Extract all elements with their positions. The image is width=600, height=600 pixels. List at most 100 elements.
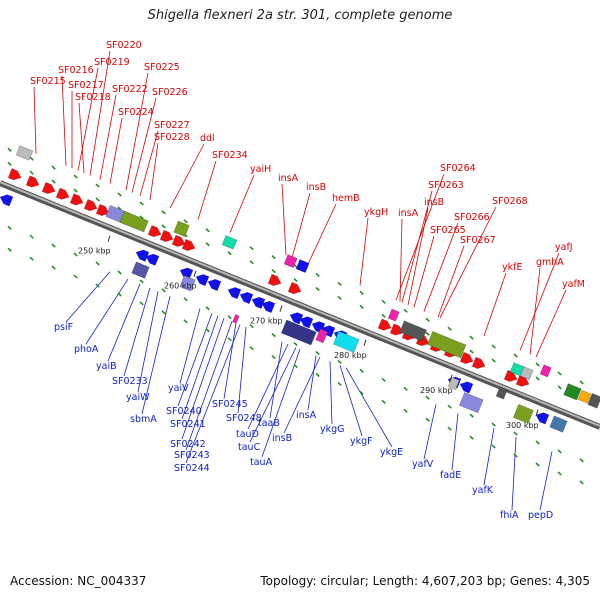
gene-box bbox=[173, 220, 190, 238]
gene-box bbox=[387, 308, 400, 322]
track-dot bbox=[29, 170, 34, 175]
top-gene-label: SF0218 bbox=[75, 92, 111, 103]
top-gene-label: gmhA bbox=[536, 257, 564, 268]
top-gene-label: SF0263 bbox=[428, 180, 464, 191]
forward-gene-arrow bbox=[69, 193, 84, 206]
track-dot bbox=[469, 349, 474, 354]
track-dot bbox=[491, 344, 496, 349]
track-dot bbox=[95, 261, 100, 266]
gene-box bbox=[283, 254, 298, 269]
track-dot bbox=[271, 355, 276, 360]
bottom-gene-label: SF0241 bbox=[170, 419, 206, 430]
track-dot bbox=[205, 328, 210, 333]
accession-text: Accession: NC_004337 bbox=[10, 574, 147, 588]
track-dot bbox=[205, 306, 210, 311]
bottom-label-leader bbox=[179, 308, 201, 384]
scale-tick-label: 260 kbp bbox=[164, 282, 197, 291]
bottom-gene-label: yaiB bbox=[96, 361, 117, 372]
bottom-label-leader bbox=[283, 356, 321, 434]
reverse-gene-arrow bbox=[239, 291, 254, 305]
top-gene-label: SF0268 bbox=[492, 196, 528, 207]
bottom-label-leader bbox=[185, 324, 241, 464]
scale-tick-label: 290 kbp bbox=[420, 386, 453, 395]
track-dot bbox=[359, 304, 364, 309]
bottom-label-leader bbox=[511, 436, 517, 511]
track-dot bbox=[469, 413, 474, 418]
track-dot bbox=[73, 188, 78, 193]
top-gene-label: ddl bbox=[200, 133, 215, 144]
track-dot bbox=[249, 324, 254, 329]
gene-box bbox=[512, 403, 534, 424]
track-dot bbox=[315, 272, 320, 278]
top-label-leader bbox=[439, 206, 497, 319]
bottom-label-leader bbox=[329, 361, 333, 425]
bottom-gene-label: tauC bbox=[238, 442, 261, 453]
top-label-leader bbox=[399, 218, 403, 302]
track-dot bbox=[513, 353, 518, 358]
top-label-leader bbox=[483, 272, 507, 336]
scale-tick-label: 280 kbp bbox=[334, 351, 367, 360]
top-label-leader bbox=[139, 130, 159, 197]
bottom-label-leader bbox=[65, 271, 111, 323]
reverse-gene-arrow bbox=[207, 278, 222, 292]
track-dot bbox=[315, 350, 320, 356]
top-gene-label: SF0224 bbox=[118, 107, 154, 118]
bottom-gene-label: yaiV bbox=[168, 383, 189, 394]
bottom-gene-label: fadE bbox=[440, 470, 461, 481]
gene-box bbox=[577, 389, 592, 404]
bottom-gene-label: tauA bbox=[250, 457, 273, 468]
track-dot bbox=[271, 333, 276, 338]
track-dot bbox=[535, 376, 540, 381]
bottom-label-leader bbox=[345, 367, 393, 448]
scale-tick-label: 250 kbp bbox=[78, 247, 111, 256]
forward-gene-arrow bbox=[147, 225, 162, 238]
reverse-gene-arrow bbox=[535, 412, 550, 425]
top-label-leader bbox=[99, 94, 117, 180]
track-dot bbox=[117, 192, 122, 197]
gene-box bbox=[495, 386, 508, 400]
bottom-label-leader bbox=[269, 341, 283, 419]
track-dot bbox=[359, 290, 364, 295]
bottom-label-leader bbox=[123, 287, 151, 377]
bottom-gene-label: yafK bbox=[472, 485, 494, 496]
forward-gene-arrow bbox=[25, 175, 40, 188]
track-dot bbox=[7, 225, 12, 230]
scale-tick bbox=[363, 339, 367, 346]
top-label-leader bbox=[61, 75, 67, 166]
reverse-gene-arrow bbox=[261, 300, 276, 314]
track-dot bbox=[513, 431, 518, 436]
track-dot bbox=[557, 471, 562, 476]
track-dot bbox=[95, 197, 100, 202]
track-dot bbox=[29, 156, 34, 161]
forward-gene-arrow bbox=[287, 281, 302, 295]
top-gene-label: hemB bbox=[332, 193, 360, 204]
gene-box bbox=[232, 314, 240, 324]
scale-tick bbox=[449, 374, 453, 381]
track-dot bbox=[447, 426, 452, 431]
track-dot bbox=[227, 315, 232, 320]
top-gene-label: yafJ bbox=[555, 242, 573, 253]
track-dot bbox=[7, 247, 12, 252]
bottom-label-leader bbox=[181, 317, 225, 440]
bottom-label-leader bbox=[223, 322, 237, 400]
top-gene-label: SF0227 bbox=[154, 120, 190, 131]
track-dot bbox=[117, 270, 122, 275]
gene-box bbox=[426, 330, 467, 359]
track-dot bbox=[337, 295, 342, 301]
bottom-label-leader bbox=[339, 365, 363, 437]
bottom-label-leader bbox=[247, 343, 289, 430]
track-dot bbox=[29, 234, 34, 239]
gene-box bbox=[280, 319, 317, 346]
forward-gene-arrow bbox=[181, 238, 196, 251]
track-dot bbox=[315, 372, 320, 378]
track-dot bbox=[205, 242, 210, 247]
track-dot bbox=[403, 408, 408, 413]
bottom-gene-label: ykgE bbox=[380, 447, 403, 458]
gene-box bbox=[458, 392, 484, 414]
track-dot bbox=[579, 380, 584, 385]
track-dot bbox=[7, 147, 12, 152]
track-dot bbox=[337, 359, 342, 365]
bottom-gene-label: phoA bbox=[74, 344, 99, 355]
track-dot bbox=[315, 286, 320, 292]
track-dot bbox=[337, 381, 342, 387]
